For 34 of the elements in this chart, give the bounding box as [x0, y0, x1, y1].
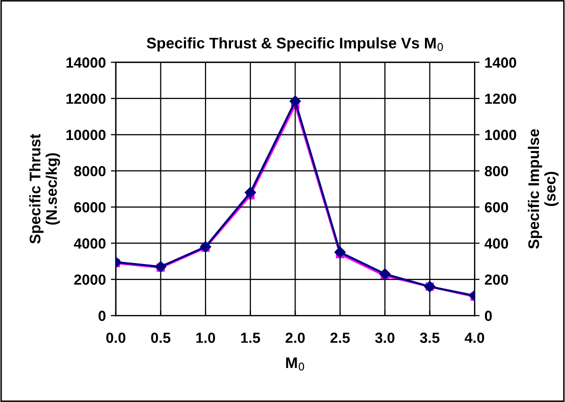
y2-tick-label: 1400 — [485, 57, 516, 68]
y-axis-title: Specific Thrust (N.sec/kg) — [29, 134, 60, 244]
x-tick-label: 1.0 — [196, 332, 216, 343]
y2-tick-label: 0 — [484, 310, 492, 321]
x-tick-label: 1.5 — [241, 332, 260, 343]
y-tick-label: 14000 — [66, 57, 106, 68]
x-tick-label: 2.0 — [286, 332, 305, 343]
point — [290, 96, 301, 107]
y2-tick-label: 1200 — [485, 94, 516, 104]
y-tick-label: 10000 — [66, 130, 106, 140]
y2-tick-label: 1000 — [485, 130, 516, 140]
y-tick-label: 6000 — [74, 202, 106, 212]
x-tick-label: 2.5 — [330, 332, 350, 343]
x-tick-label: 0.0 — [106, 332, 126, 343]
y2-tick-label: 200 — [484, 274, 508, 285]
y2-tick-label: 800 — [484, 166, 508, 176]
x-tick-label: 4.0 — [464, 332, 484, 343]
point — [334, 246, 346, 258]
point — [200, 241, 212, 252]
y2-tick-label: 400 — [484, 238, 508, 249]
x-axis-title: M$_{0}$ — [286, 357, 304, 371]
y-tick-label: 4000 — [74, 238, 106, 249]
y-tick-label: 0 — [98, 310, 106, 321]
chart-title: Specific Thrust & Specific Impulse Vs M$_{0}$ — [146, 37, 443, 52]
y2-tick-label: 600 — [484, 202, 508, 212]
x-tick-label: 0.5 — [151, 332, 170, 343]
y-tick-label: 12000 — [66, 94, 106, 104]
y2-axis-title: Specific Impulse (sec) — [528, 129, 559, 249]
point — [379, 268, 391, 280]
x-tick-label: 3.5 — [420, 332, 440, 343]
y-tick-label: 8000 — [74, 166, 106, 176]
point — [244, 186, 256, 198]
x-tick-label: 3.0 — [375, 332, 394, 343]
y-tick-label: 2000 — [74, 274, 106, 285]
